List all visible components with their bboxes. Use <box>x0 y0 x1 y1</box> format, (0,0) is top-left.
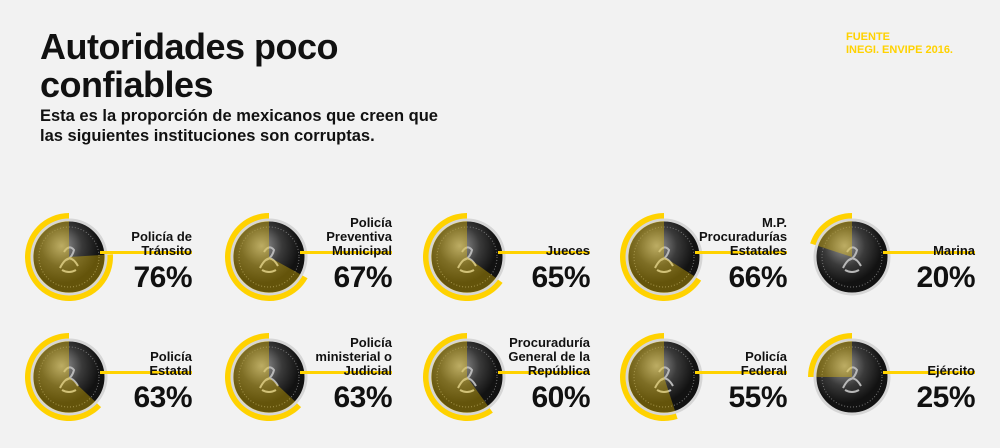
coin-tint <box>32 341 96 413</box>
coin-emblem <box>842 246 862 273</box>
coin-tint <box>817 221 852 257</box>
coin-icon <box>222 210 316 304</box>
coin-icon <box>617 330 711 424</box>
coin-emblem <box>259 246 279 273</box>
page-subtitle: Esta es la proporción de mexicanos que c… <box>40 107 438 145</box>
institution-label: Jueces <box>545 243 590 258</box>
institution-label: Policía de Tránsito <box>131 229 192 258</box>
coin-emblem <box>654 246 674 273</box>
coin-body <box>30 338 108 416</box>
coin-tint <box>233 221 301 293</box>
coin-tint <box>816 341 852 377</box>
institution-label: Procuraduría General de la República <box>508 335 590 378</box>
percentage-value: 25% <box>916 381 975 414</box>
coin-tint <box>431 341 489 413</box>
institution-label: Policía Federal <box>740 349 787 378</box>
coin-body <box>230 338 308 416</box>
coin-emblem <box>842 366 862 393</box>
coin-body <box>813 338 891 416</box>
coin-icon <box>805 210 899 304</box>
percentage-value: 63% <box>133 381 192 414</box>
institution-item: M.P. Procuradurías Estatales 66% <box>617 210 787 304</box>
coin-icon <box>420 210 514 304</box>
coin-icon <box>617 210 711 304</box>
source-note: FUENTE INEGI. ENVIPE 2016. <box>846 31 953 57</box>
coin-ring <box>38 346 100 408</box>
coin-body <box>428 218 506 296</box>
coin-ring <box>633 226 695 288</box>
percentage-value: 63% <box>333 381 392 414</box>
coin-emblem <box>59 366 79 393</box>
accent-line <box>498 251 590 254</box>
institution-item: Ejército 25% <box>805 330 975 424</box>
institution-label: M.P. Procuradurías Estatales <box>699 215 788 258</box>
coin-tint <box>628 341 676 413</box>
coin-emblem <box>259 366 279 393</box>
institution-label: Policía Preventiva Municipal <box>326 215 392 258</box>
institution-item: Policía Federal 55% <box>617 330 787 424</box>
coin-ring <box>821 226 883 288</box>
coin-icon <box>420 330 514 424</box>
percentage-value: 76% <box>133 261 192 294</box>
coin-ring <box>436 346 498 408</box>
coin-tint <box>628 221 695 293</box>
accent-line <box>300 371 392 374</box>
percentage-value: 20% <box>916 261 975 294</box>
coin-icon <box>22 210 116 304</box>
institution-item: Policía de Tránsito 76% <box>22 210 192 304</box>
coin-tint <box>431 221 497 293</box>
accent-line <box>100 371 192 374</box>
coin-body <box>625 338 703 416</box>
coin-emblem <box>59 246 79 273</box>
coin-tint <box>233 341 296 413</box>
institution-label: Ejército <box>927 363 975 378</box>
coin-emblem <box>457 366 477 393</box>
institution-label: Marina <box>933 243 975 258</box>
percentage-value: 66% <box>728 261 787 294</box>
institution-label: Policía Estatal <box>149 349 192 378</box>
coin-body <box>813 218 891 296</box>
coin-body <box>625 218 703 296</box>
institution-item: Policía Estatal 63% <box>22 330 192 424</box>
accent-line <box>498 371 590 374</box>
coin-body <box>30 218 108 296</box>
percentage-value: 60% <box>531 381 590 414</box>
coin-body <box>428 338 506 416</box>
page-title: Autoridades poco confiables <box>40 26 339 105</box>
percentage-value: 67% <box>333 261 392 294</box>
coin-ring <box>436 226 498 288</box>
institution-label: Policía ministerial o Judicial <box>315 335 392 378</box>
coin-icon <box>22 330 116 424</box>
institution-item: Procuraduría General de la República 60% <box>420 330 590 424</box>
accent-line <box>695 251 787 254</box>
accent-line <box>883 251 975 254</box>
coin-ring <box>821 346 883 408</box>
accent-line <box>300 251 392 254</box>
coin-tint <box>33 221 106 293</box>
institution-item: Jueces 65% <box>420 210 590 304</box>
coin-ring <box>38 226 100 288</box>
accent-line <box>695 371 787 374</box>
coin-emblem <box>457 246 477 273</box>
coin-ring <box>238 346 300 408</box>
coin-ring <box>238 226 300 288</box>
institution-item: Policía Preventiva Municipal 67% <box>222 210 392 304</box>
institution-item: Marina 20% <box>805 210 975 304</box>
accent-line <box>100 251 192 254</box>
coin-body <box>230 218 308 296</box>
coin-icon <box>805 330 899 424</box>
percentage-value: 65% <box>531 261 590 294</box>
percentage-value: 55% <box>728 381 787 414</box>
accent-line <box>883 371 975 374</box>
source-label: FUENTE <box>846 31 890 43</box>
institution-item: Policía ministerial o Judicial 63% <box>222 330 392 424</box>
source-text: INEGI. ENVIPE 2016. <box>846 44 953 56</box>
coin-emblem <box>654 366 674 393</box>
coin-ring <box>633 346 695 408</box>
coin-icon <box>222 330 316 424</box>
